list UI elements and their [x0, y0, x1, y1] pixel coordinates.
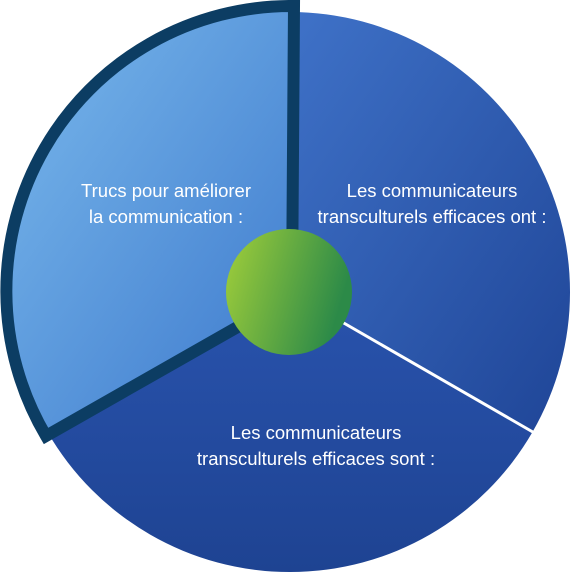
segment-left-label: Trucs pour améliorer la communication : — [81, 178, 251, 230]
segment-bottom-label: Les communicateurs transculturels effica… — [197, 420, 435, 472]
segment-left[interactable] — [0, 0, 301, 445]
segment-right-label: Les communicateurs transculturels effica… — [318, 178, 547, 230]
segment-right[interactable] — [290, 11, 571, 432]
segment-left-line2: la communication : — [88, 206, 244, 227]
segment-bottom-line2: transculturels efficaces sont : — [196, 448, 436, 469]
segment-right-line2: transculturels efficaces ont : — [317, 206, 547, 227]
hub-circle — [226, 229, 352, 355]
segment-right-line1: Les communicateurs — [346, 180, 518, 201]
segment-bottom-line1: Les communicateurs — [230, 422, 402, 443]
segment-left-line1: Trucs pour améliorer — [81, 180, 251, 201]
